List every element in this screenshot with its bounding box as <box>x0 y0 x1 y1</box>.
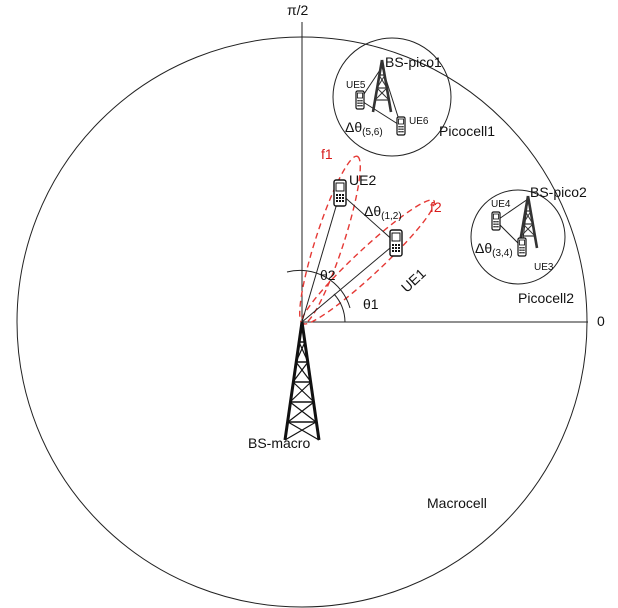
ue1-label: UE1 <box>398 265 429 295</box>
line-to-ue2 <box>301 192 341 323</box>
picocell1-label: Picocell1 <box>439 123 495 139</box>
delta-theta-12-label: Δθ(1,2) <box>364 203 402 222</box>
delta-theta-56-label: Δθ(5,6) <box>345 119 383 138</box>
ue3-phone-icon <box>517 237 527 257</box>
pico1-line-ue5-ue6 <box>359 99 402 127</box>
picocell2-label: Picocell2 <box>518 290 574 306</box>
theta1-arc <box>333 293 346 323</box>
ue6-label: UE6 <box>409 116 429 127</box>
ue3-label: UE3 <box>534 262 554 273</box>
ue4-phone-icon <box>491 211 501 231</box>
ue5-label: UE5 <box>346 80 366 91</box>
ue1-phone-icon <box>389 229 403 257</box>
bs-pico1-label: BS-pico1 <box>385 54 442 70</box>
pico2-line-ue4 <box>495 198 529 222</box>
ue4-label: UE4 <box>491 199 511 210</box>
f2-label: f2 <box>430 199 442 215</box>
f1-label: f1 <box>321 146 333 162</box>
axis-label-zero: 0 <box>597 313 605 329</box>
bs-pico2-label: BS-pico2 <box>530 184 587 200</box>
picocell2-boundary <box>470 189 566 285</box>
ue5-phone-icon <box>355 90 365 110</box>
axis-label-pi-half: π/2 <box>287 2 309 18</box>
ue2-label: UE2 <box>349 172 376 188</box>
ue2-phone-icon <box>333 179 347 207</box>
line-ue2-ue1 <box>339 192 397 244</box>
picocell1-boundary <box>332 37 452 157</box>
line-to-ue1 <box>301 242 397 323</box>
theta1-label: θ1 <box>363 296 379 312</box>
delta-theta-34-label: Δθ(3,4) <box>475 240 513 259</box>
bs-macro-tower-icon <box>283 320 321 442</box>
theta2-label: θ2 <box>320 267 336 283</box>
ue6-phone-icon <box>396 116 406 136</box>
macrocell-label: Macrocell <box>427 495 487 511</box>
theta2-arc <box>286 269 351 309</box>
bs-macro-label: BS-macro <box>248 435 310 451</box>
